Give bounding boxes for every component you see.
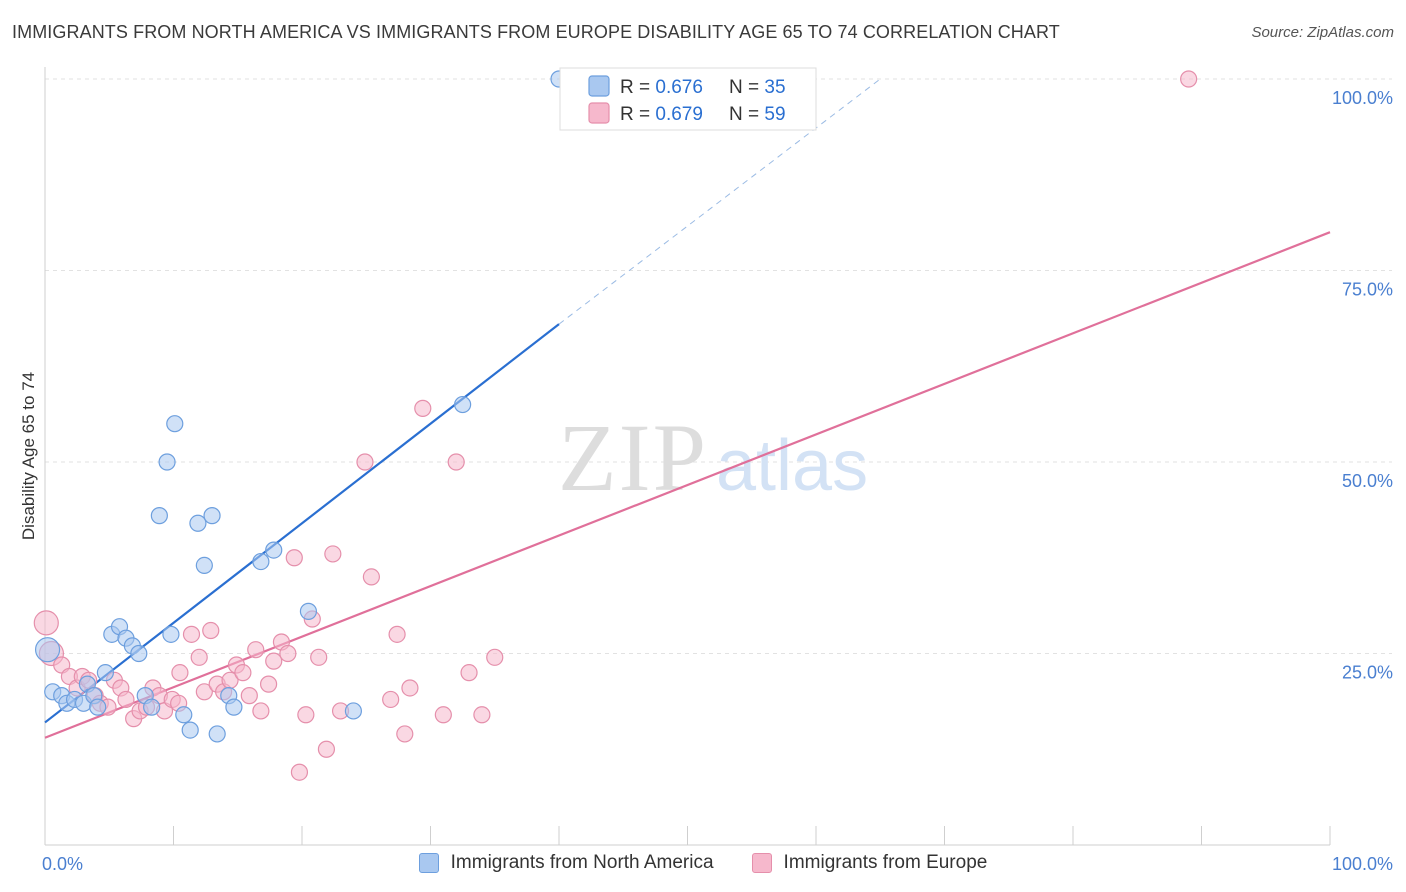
watermark-atlas: atlas [716,426,868,506]
chart-title: IMMIGRANTS FROM NORTH AMERICA VS IMMIGRA… [12,22,1060,42]
y-tick-label-25: 25.0% [1342,663,1393,683]
north-america-point-25 [203,507,221,525]
legend-label-north-america: Immigrants from North America [450,852,714,873]
legend-r-value-2: 0.679 [655,104,703,125]
north-america-point-26 [208,725,226,743]
north-america-point-31 [299,602,318,620]
north-america-point-33 [454,395,472,414]
europe-point-39 [290,763,309,781]
legend-r-label-2: R = [620,104,655,125]
europe-point-33 [252,702,270,720]
legend-box: R = 0.676 N = 35 R = 0.679 N = 59 [559,67,817,131]
north-america-point-14 [130,644,148,663]
north-america-point-28 [225,698,243,716]
europe-point-49 [388,625,406,643]
europe-point-37 [279,644,297,663]
north-america-point-8 [89,698,107,716]
europe-point-0 [33,610,59,636]
north-america-point-30 [265,541,283,559]
x-tick-label-100: 100.0% [1332,854,1393,874]
europe-point-25 [202,621,220,640]
europe-point-24 [195,683,213,701]
europe-point-22 [182,625,201,643]
legend-bottom-swatch-north-america [418,853,439,873]
europe-point-12 [117,690,135,709]
x-tick-label-0: 0.0% [42,854,83,874]
legend-r-label-1: R = [620,77,655,98]
legend-swatch-europe [588,102,610,124]
europe-point-34 [259,675,278,693]
europe-point-35 [265,652,283,670]
europe-point-30 [234,664,252,682]
legend-row-1: R = 0.676 N = 35 [620,77,786,98]
europe-point-53 [434,706,452,724]
europe-point-23 [190,648,208,666]
legend-item-europe: Immigrants from Europe [751,852,988,874]
watermark-zip: ZIP [558,404,708,511]
europe-point-52 [414,399,432,417]
europe-point-46 [356,453,374,471]
legend-bottom-swatch-europe [751,853,772,873]
tick-labels: 25.0% 50.0% 75.0% 100.0% 0.0% 100.0% [42,88,1393,874]
europe-point-50 [396,725,414,743]
europe-point-21 [171,664,189,682]
legend-item-north-america: Immigrants from North America [418,852,714,874]
north-america-point-20 [166,415,184,433]
axes [44,67,1331,846]
europe-point-43 [317,740,336,758]
north-america-point-22 [181,721,199,739]
legend-row-2: R = 0.679 N = 59 [620,104,786,125]
europe-point-51 [401,679,419,697]
europe-point-56 [473,706,491,724]
north-america-point-16 [143,698,161,716]
bottom-legend: Immigrants from North America Immigrants… [0,852,1406,874]
legend-r-value-1: 0.676 [655,77,703,98]
north-america-point-24 [195,556,213,575]
series-europe-points [33,70,1198,781]
europe-point-48 [382,690,400,709]
y-tick-label-100: 100.0% [1332,88,1393,108]
north-america-point-23 [189,514,207,532]
y-tick-label-50: 50.0% [1342,471,1393,491]
europe-point-32 [247,641,265,659]
north-america-point-17 [150,507,168,525]
source-label: Source: ZipAtlas.com [1251,24,1394,41]
legend-n-value-1: 35 [764,77,785,98]
europe-point-57 [486,648,504,666]
europe-point-38 [285,549,303,567]
legend-label-europe: Immigrants from Europe [783,852,988,873]
europe-point-42 [310,648,328,666]
europe-point-54 [447,453,465,471]
north-america-point-21 [175,706,193,724]
grid-lines [45,78,1392,654]
north-america-point-0 [34,637,61,663]
north-america-point-19 [162,625,180,643]
north-america-point-18 [158,453,176,471]
europe-point-31 [240,687,258,705]
europe-point-55 [460,664,478,682]
europe-point-47 [362,568,380,586]
europe-point-58 [1180,70,1198,88]
north-america-point-9 [96,664,114,682]
legend-n-label-2: N = [729,104,764,125]
y-axis-label: Disability Age 65 to 74 [19,372,38,540]
legend-n-value-2: 59 [764,104,785,125]
series-north-america-points [34,70,568,743]
trend-line-north-america-extension [558,78,881,325]
europe-point-44 [324,545,342,563]
north-america-point-32 [344,702,362,720]
north-america-point-29 [252,552,270,571]
y-tick-label-75: 75.0% [1342,280,1393,300]
watermark: ZIP atlas [558,404,868,511]
trend-line-north-america [44,323,560,724]
legend-n-label-1: N = [729,77,764,98]
europe-point-40 [297,706,315,724]
legend-swatch-north-america [588,75,610,97]
